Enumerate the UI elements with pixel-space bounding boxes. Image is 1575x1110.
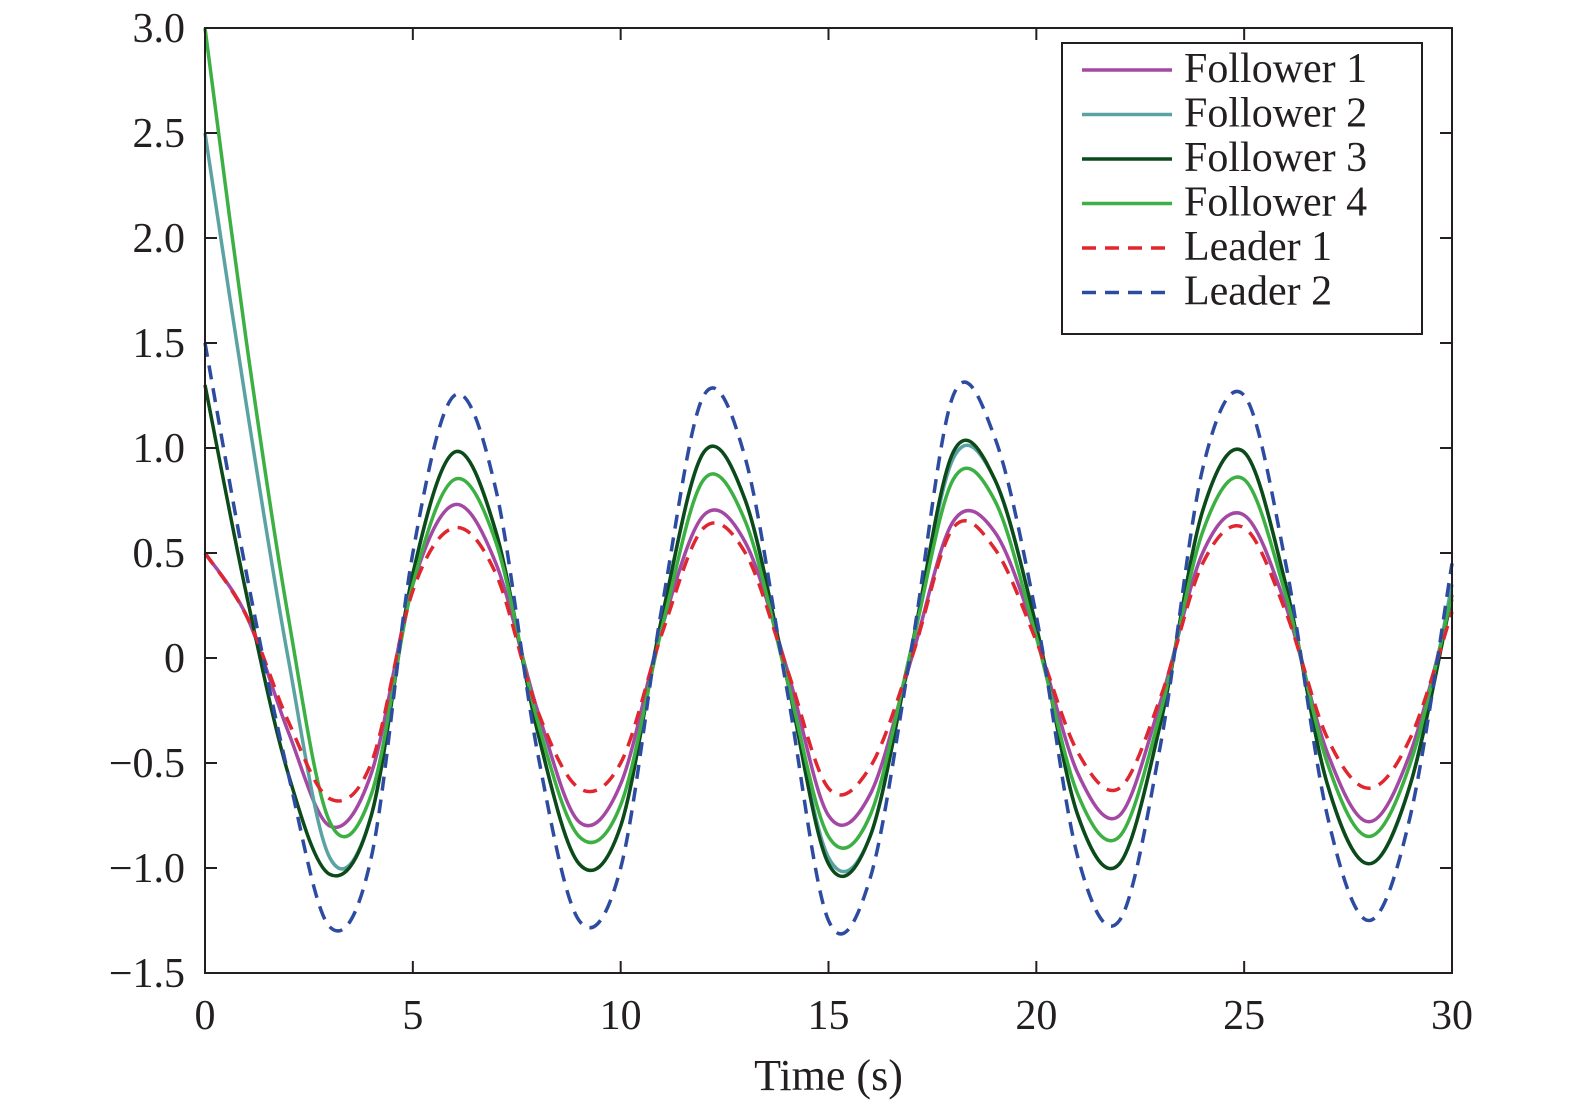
legend-label: Follower 2	[1184, 91, 1367, 137]
series-line-5	[203, 519, 1454, 803]
y-tick-label: 2.0	[133, 216, 186, 262]
x-axis-label: Time (s)	[754, 1051, 903, 1100]
y-tick-label: 2.5	[133, 111, 186, 157]
x-tick-label: 30	[1431, 993, 1473, 1039]
legend-label: Follower 4	[1184, 180, 1367, 226]
y-tick-label: 0	[164, 636, 185, 682]
x-tick-label: 20	[1015, 993, 1057, 1039]
legend-box	[1061, 42, 1423, 335]
series-layer	[203, 27, 1454, 936]
y-tick-label: 3.0	[133, 6, 186, 52]
legend-label: Leader 2	[1184, 269, 1332, 315]
y-tick-label: 1.5	[133, 321, 186, 367]
legend-label: Follower 1	[1184, 46, 1367, 92]
x-tick-label: 15	[808, 993, 850, 1039]
y-tick-label: −1.0	[109, 846, 185, 892]
x-tick-label: 5	[402, 993, 423, 1039]
legend-label: Leader 1	[1184, 224, 1332, 270]
x-tick-label: 10	[600, 993, 642, 1039]
y-tick-label: 1.0	[133, 426, 186, 472]
y-tick-label: −0.5	[109, 741, 185, 787]
ticks-layer: 0 5 10 15 20 25 30 −1.5 −1.0 −0.5 0 0.5 1.0 1.5 2.0 2.5…	[109, 6, 1473, 1039]
y-tick-label: −1.5	[109, 951, 185, 997]
legend-label: Follower 3	[1184, 135, 1367, 181]
y-tick-label: 0.5	[133, 531, 186, 577]
series-line-4	[203, 27, 1454, 850]
x-tick-label: 0	[195, 993, 216, 1039]
series-line-6	[203, 342, 1454, 936]
x-tick-label: 25	[1223, 993, 1265, 1039]
